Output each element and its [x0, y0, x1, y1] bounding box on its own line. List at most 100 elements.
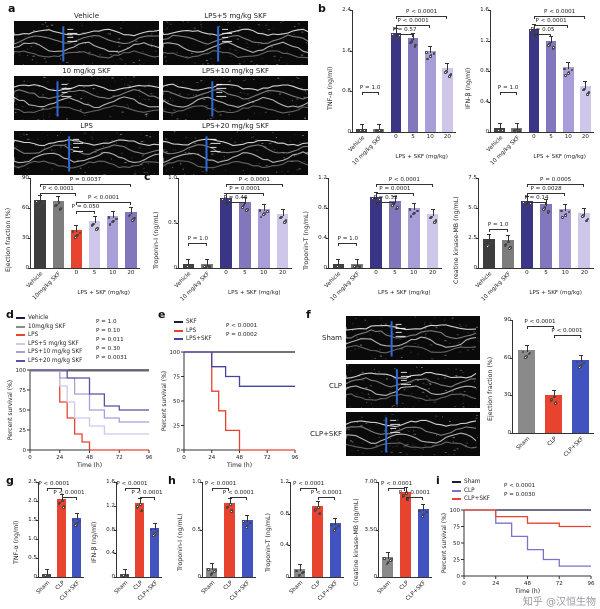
- y-tick: [288, 482, 291, 483]
- p-value-bracket: [395, 16, 448, 19]
- bar: [149, 528, 160, 577]
- p-value: P = 1.0: [187, 236, 209, 243]
- survival-plot: 0 25 50 75 100 0 24 48 72 96 Time (h) Percent survi…: [7, 368, 153, 469]
- data-point: [546, 211, 550, 214]
- svg-text:50: 50: [453, 541, 460, 547]
- y-tick: [28, 178, 31, 179]
- y-tick: [176, 178, 179, 179]
- data-point: [426, 57, 429, 61]
- y-tick: [350, 132, 353, 133]
- legend-label: LPS+5 mg/kg SKF: [28, 340, 79, 347]
- svg-text:Percent survival (%): Percent survival (%): [161, 371, 168, 431]
- data-point: [186, 265, 189, 268]
- legend-label: CLP+SKF: [464, 496, 490, 503]
- y-tick: [288, 513, 291, 515]
- data-point: [401, 495, 405, 498]
- legend-item: LPS+10 mg/kg SKF: [16, 348, 82, 357]
- y-tick: [288, 577, 291, 578]
- bar: [540, 204, 553, 268]
- data-point: [140, 509, 143, 513]
- echo-title-lps5: LPS+5 mg/kg SKF: [204, 12, 267, 20]
- error-bar: [282, 210, 284, 216]
- y-tick: [350, 50, 353, 52]
- data-point: [409, 41, 412, 45]
- plot-area-wrap: 0 0.8 1.6 2.4 Vehicle 10 mg/kg SKF 0 5 10 20 P < 0…: [336, 7, 458, 168]
- data-point: [119, 574, 123, 577]
- p-values-clp: P < 0.0001 P = 0.0030: [504, 481, 535, 499]
- y-tick: [200, 482, 203, 483]
- p-value-bracket: [139, 497, 155, 500]
- y-tick-label: 0.4: [480, 98, 489, 105]
- error-bar: [130, 208, 132, 214]
- x-tick-label: 0: [224, 270, 228, 276]
- x-group-label: LPS + SKF (mg/kg): [77, 290, 130, 296]
- x-tick-label: 10: [564, 134, 572, 140]
- y-tick-label: 0.8: [280, 510, 289, 517]
- legend-color-line: [452, 498, 461, 501]
- y-tick-label: 30: [503, 392, 511, 399]
- y-tick-label: 0: [485, 129, 489, 135]
- plot-area: 0 2.5 5.0 7.5 Vehicle 10 mg/kg SKF 0 5 10 20 P = 0…: [468, 175, 594, 303]
- x-tick-label: 10 mg/kg SKF: [480, 271, 512, 303]
- error-bar: [338, 260, 340, 267]
- survival-chart-lps-skf: 0 25 50 75 100 0 24 48 72 96 Time (h) Percent survi…: [160, 348, 300, 469]
- y-tick: [488, 10, 491, 11]
- error-bar-cap: [411, 32, 416, 34]
- data-point: [262, 213, 266, 216]
- data-point: [58, 208, 62, 211]
- x-tick-label: 20: [429, 270, 437, 276]
- p-value: P = 1.0: [359, 84, 381, 91]
- x-tick-label: 5: [544, 270, 548, 276]
- data-point: [189, 265, 193, 268]
- legend-item: LPS: [16, 331, 82, 340]
- legend-color-line: [16, 351, 25, 354]
- x-group-label: LPS + SKF (mg/kg): [378, 290, 431, 296]
- x-tick-label: 0: [394, 134, 398, 140]
- svg-text:0: 0: [457, 574, 461, 580]
- data-point: [390, 204, 394, 207]
- x-tick-label: 20: [127, 270, 135, 276]
- error-bar: [413, 204, 415, 210]
- error-bar-cap: [544, 199, 549, 201]
- x-tick-label: 0: [525, 270, 529, 276]
- p-value: P = 0.050: [71, 204, 100, 210]
- bar: [312, 505, 323, 577]
- error-bar: [335, 519, 337, 526]
- x-tick-label: 20: [443, 134, 451, 140]
- plot-area-wrap: 0 0.4 0.8 1.2 Sham CLP CLP+SKF P < 0.0001 P < 0.…: [274, 479, 346, 604]
- svg-text:0: 0: [462, 581, 466, 587]
- y-tick: [200, 529, 203, 531]
- y-axis-label: IFN-β (ng/ml): [91, 521, 98, 563]
- p-value-bracket: [76, 202, 131, 205]
- data-point: [378, 198, 381, 201]
- legend-item: CLP: [452, 487, 490, 496]
- echo-label-clp-skf: CLP+SKF: [310, 430, 342, 438]
- data-point: [156, 529, 160, 533]
- x-group-label: LPS + SKF (mg/kg): [529, 290, 582, 296]
- echo-label-sham: Sham: [322, 334, 342, 342]
- p-value-bracket: [40, 193, 77, 196]
- data-point: [313, 509, 317, 513]
- survival-legend-lps-doses: Vehicle 10mg/kg SKF LPS LPS+5 mg/kg SKF LPS+…: [16, 314, 82, 365]
- data-point: [483, 239, 487, 243]
- svg-text:50: 50: [19, 408, 26, 414]
- y-tick: [376, 577, 379, 578]
- error-bar-cap: [59, 494, 64, 496]
- error-bar: [507, 236, 509, 243]
- y-tick: [488, 40, 491, 42]
- svg-text:0: 0: [28, 455, 32, 461]
- error-bar-cap: [578, 355, 583, 357]
- error-bar: [533, 25, 535, 32]
- svg-text:96: 96: [292, 455, 299, 461]
- data-point: [542, 208, 545, 211]
- data-point: [566, 72, 570, 75]
- ejection-fraction-lps-chart: Ejection fraction (%) 0 30 60 90 Vehicle 10mg/…: [4, 175, 142, 304]
- y-tick-label: 0: [373, 574, 377, 580]
- data-point: [317, 506, 320, 509]
- x-tick-label: 0: [374, 270, 378, 276]
- error-bar-cap: [411, 203, 416, 204]
- error-bar-cap: [583, 81, 588, 83]
- error-bar-cap: [355, 259, 360, 261]
- error-bar-cap: [428, 45, 433, 47]
